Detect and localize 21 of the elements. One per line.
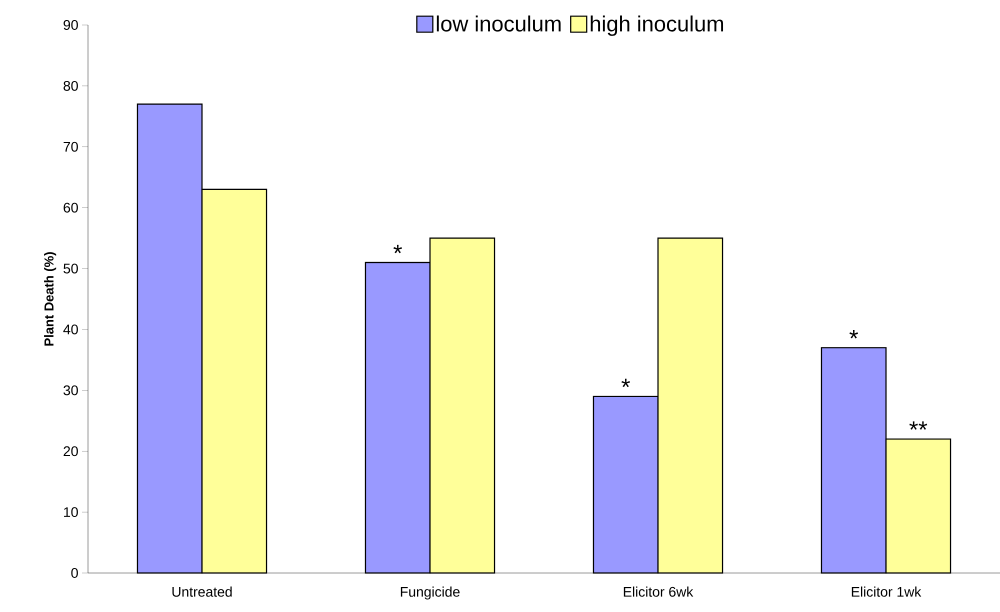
y-axis-title: Plant Death (%) [44, 252, 56, 346]
y-tick-label: 20 [64, 446, 78, 456]
y-tick-label: 0 [71, 568, 78, 578]
legend-label: low inoculum [436, 15, 561, 32]
annotation: * [393, 244, 402, 254]
annotation: * [621, 378, 630, 388]
y-tick-label: 40 [63, 324, 78, 334]
y-tick-label: 60 [64, 202, 78, 213]
y-tick-label: 50 [64, 264, 78, 274]
x-tick-label: Elicitor 1wk [852, 586, 922, 597]
y-tick-label: 80 [64, 80, 78, 91]
annotation: ** [909, 421, 928, 430]
y-tick-label: 90 [64, 20, 78, 30]
x-tick-label: Untreated [172, 586, 232, 597]
x-tick-label: Fungicide [400, 586, 460, 600]
x-tick-label: Elicitor 6wk [624, 586, 694, 597]
y-tick-label: 10 [64, 507, 78, 518]
y-tick-label: 30 [63, 385, 78, 396]
annotation: * [849, 330, 858, 338]
y-tick-label: 70 [64, 142, 78, 152]
legend-label: high inoculum [590, 15, 724, 36]
